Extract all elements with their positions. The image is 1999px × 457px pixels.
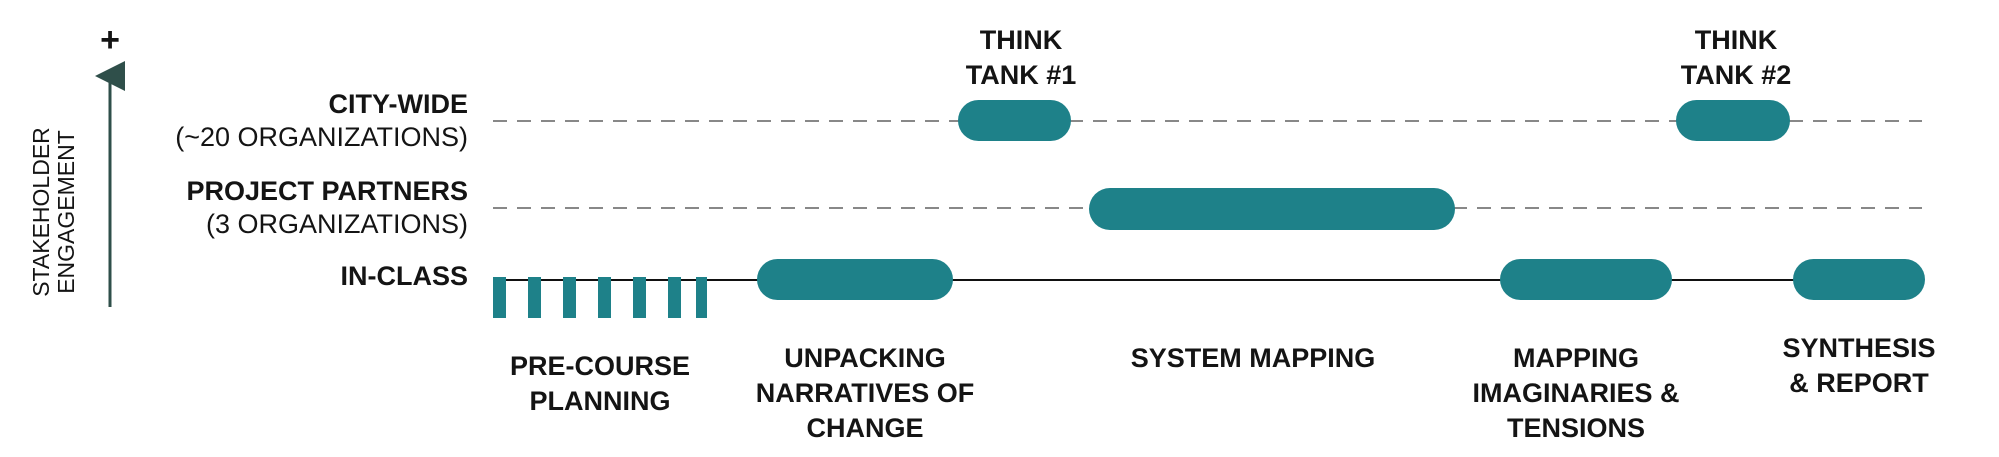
phase-label: NARRATIVES OF [756, 378, 975, 408]
phase-label: & REPORT [1789, 368, 1929, 398]
row-sublabel: (3 ORGANIZATIONS) [206, 209, 468, 239]
phase-bar [1793, 259, 1925, 300]
plus-sign: + [100, 21, 120, 59]
stripe [633, 277, 646, 318]
stripe [668, 277, 681, 318]
row-sublabel: (~20 ORGANIZATIONS) [175, 122, 468, 152]
axis-label: STAKEHOLDER ENGAGEMENT [28, 127, 79, 297]
think-tank-bar [958, 100, 1071, 141]
stripe [493, 277, 506, 318]
stripe [528, 277, 541, 318]
axis-label-line: STAKEHOLDER [28, 127, 54, 297]
phase-label: IMAGINARIES & [1472, 378, 1679, 408]
phase-label: SYNTHESIS [1782, 333, 1935, 363]
event-label: THINK [1695, 25, 1778, 55]
stripe [696, 277, 707, 318]
phase-bar [1500, 259, 1672, 300]
event-label: TANK #1 [966, 60, 1077, 90]
stripe [563, 277, 576, 318]
row-label: PROJECT PARTNERS [186, 176, 468, 206]
phase-label: UNPACKING [784, 343, 946, 373]
phase-label: MAPPING [1513, 343, 1639, 373]
axis-label-line: ENGAGEMENT [53, 130, 79, 294]
phase-label: PLANNING [530, 386, 671, 416]
phase-label: PRE-COURSE [510, 351, 690, 381]
event-label: THINK [980, 25, 1063, 55]
stripe [598, 277, 611, 318]
row-label: IN-CLASS [341, 261, 469, 291]
phase-bar [757, 259, 953, 300]
event-label: TANK #2 [1681, 60, 1792, 90]
partners-bar [1089, 188, 1455, 230]
row-label: CITY-WIDE [329, 89, 469, 119]
phase-label: TENSIONS [1507, 413, 1645, 443]
pre-course-stripes [493, 277, 707, 318]
phase-label: CHANGE [806, 413, 923, 443]
phase-label: SYSTEM MAPPING [1131, 343, 1376, 373]
think-tank-bar [1676, 100, 1790, 141]
